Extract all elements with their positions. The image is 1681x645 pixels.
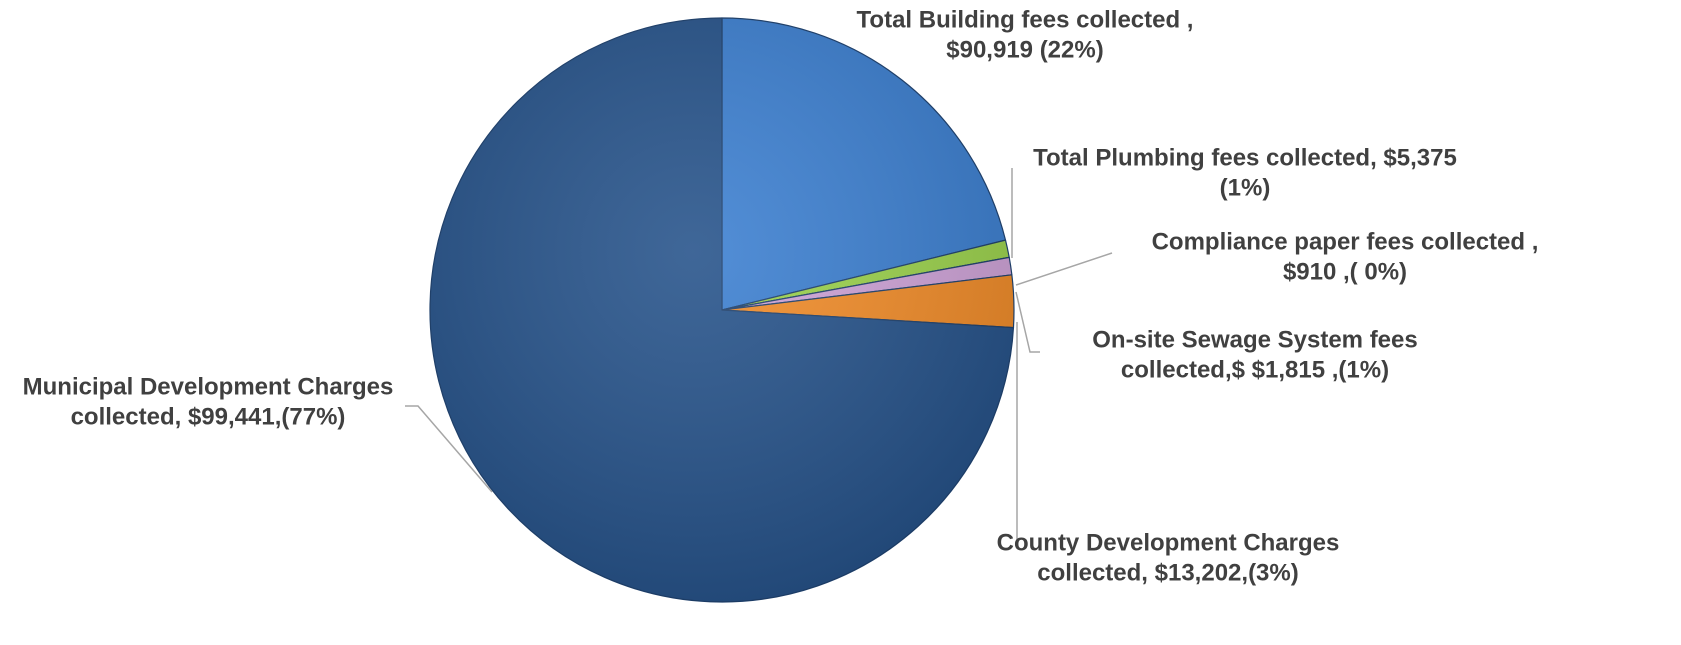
data-label: Municipal Development Charges <box>23 373 394 400</box>
data-label: collected, $99,441,(77%) <box>71 403 346 430</box>
leader-line <box>1015 252 1113 286</box>
data-label: County Development Charges <box>997 529 1340 556</box>
data-label: (1%) <box>1220 174 1271 201</box>
data-label: On-site Sewage System fees <box>1092 326 1417 353</box>
leader-line <box>405 405 493 493</box>
data-label: $90,919 (22%) <box>946 36 1103 63</box>
data-label: Compliance paper fees collected , <box>1152 228 1539 255</box>
pie <box>429 17 1015 603</box>
leader-line <box>1015 291 1040 353</box>
data-label: collected,$ $1,815 ,(1%) <box>1121 356 1389 383</box>
data-label: Total Plumbing fees collected, $5,375 <box>1033 144 1457 171</box>
data-label: Total Building fees collected , <box>857 6 1194 33</box>
data-label: $910 ,( 0%) <box>1283 258 1407 285</box>
data-label: collected, $13,202,(3%) <box>1037 559 1298 586</box>
